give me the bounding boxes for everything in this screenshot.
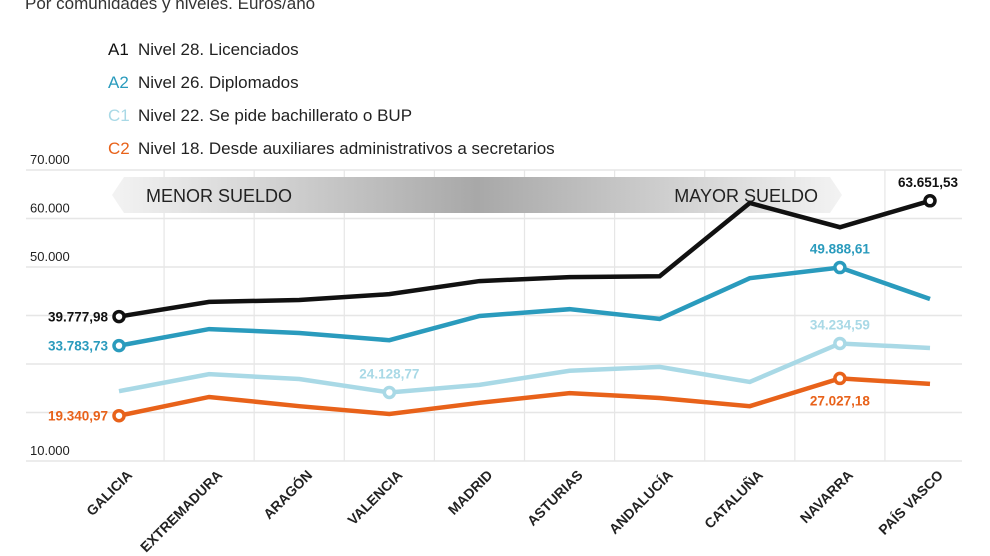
x-tick-label: ANDALUCÍA <box>606 467 676 537</box>
x-tick-label: MADRID <box>445 467 496 518</box>
x-axis: GALICIA EXTREMADURA ARAGÓN VALENCIA MADRID AS… <box>83 466 946 555</box>
x-tick-label: EXTREMADURA <box>137 467 225 555</box>
chart-subtitle: Por comunidades y niveles. Euros/año <box>25 0 316 13</box>
legend-label: Nivel 26. Diplomados <box>138 73 299 92</box>
legend-item-a1: A1 Nivel 28. Licenciados <box>108 38 555 71</box>
x-tick-label: GALICIA <box>83 467 135 519</box>
legend-item-c2: C2 Nivel 18. Desde auxiliares administrat… <box>108 137 555 170</box>
legend-label: Nivel 28. Licenciados <box>138 40 299 59</box>
data-label: 33.783,73 <box>48 339 109 354</box>
data-point-c1 <box>382 385 397 400</box>
series-lines <box>112 194 937 423</box>
legend-item-a2: A2 Nivel 26. Diplomados <box>108 71 555 104</box>
legend-code: C1 <box>108 106 130 125</box>
legend-item-c1: C1 Nivel 22. Se pide bachillerato o BUP <box>108 104 555 137</box>
data-label: 49.888,61 <box>810 242 871 257</box>
x-tick-label: CATALUÑA <box>700 466 766 532</box>
x-tick-label: VALENCIA <box>344 467 405 528</box>
y-tick-label: 70.000 <box>30 152 70 167</box>
legend-label: Nivel 18. Desde auxiliares administrativ… <box>138 139 555 158</box>
data-label: 34.234,59 <box>810 317 870 332</box>
series-line-c2 <box>118 376 931 418</box>
legend-code: A2 <box>108 73 129 92</box>
x-tick-label: ARAGÓN <box>259 466 315 522</box>
data-label: 19.340,97 <box>48 409 108 424</box>
grid <box>26 169 962 462</box>
data-label: 63.651,53 <box>898 175 959 190</box>
data-point-c2 <box>112 408 126 423</box>
x-tick-label: ASTURIAS <box>524 467 586 529</box>
x-tick-label: NAVARRA <box>797 467 856 526</box>
legend-code: C2 <box>108 139 130 158</box>
data-label: 39.777,98 <box>48 310 109 325</box>
salary-range-band: MENOR SUELDO MAYOR SUELDO <box>112 177 842 213</box>
data-point-a1 <box>112 309 126 324</box>
data-point-a1 <box>923 194 937 208</box>
data-point-a2 <box>833 260 847 275</box>
data-point-c1 <box>833 336 847 351</box>
series-line-a2 <box>118 265 931 348</box>
y-tick-label: 10.000 <box>30 443 70 458</box>
band-right-label: MAYOR SUELDO <box>674 186 818 206</box>
y-tick-label: 50.000 <box>30 249 70 264</box>
band-arrow <box>112 177 842 213</box>
data-labels: 39.777,98 63.651,53 33.783,73 49.888,61 24.1… <box>48 175 959 424</box>
data-point-c2 <box>833 371 847 386</box>
y-axis: 10.000 50.000 60.000 70.000 <box>30 152 70 458</box>
band-left-label: MENOR SUELDO <box>146 186 292 206</box>
legend-code: A1 <box>108 40 129 59</box>
x-tick-label: PAÍS VASCO <box>875 467 946 538</box>
legend-label: Nivel 22. Se pide bachillerato o BUP <box>138 106 413 125</box>
data-label: 24.128,77 <box>359 366 419 381</box>
data-point-a2 <box>112 338 126 353</box>
series-line-c1 <box>118 341 931 395</box>
data-label: 27.027,18 <box>810 393 871 408</box>
series-line-a1 <box>118 198 931 319</box>
legend: A1 Nivel 28. Licenciados A2 Nivel 26. Dipl… <box>108 38 555 170</box>
y-tick-label: 60.000 <box>30 201 70 216</box>
